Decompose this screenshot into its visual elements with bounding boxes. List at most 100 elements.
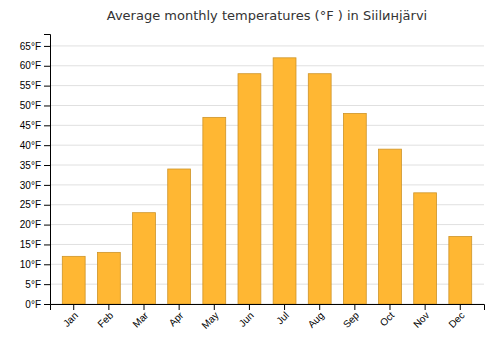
x-tick-mark	[425, 304, 426, 310]
y-tick: 20°F	[20, 219, 50, 230]
x-tick: Dec	[446, 304, 466, 330]
x-tick-label: Jul	[274, 310, 291, 327]
bar	[238, 74, 261, 304]
x-tick-label: Nov	[411, 310, 431, 330]
y-tick-mark	[44, 145, 50, 146]
x-tick-mark	[354, 304, 355, 310]
x-axis: JanFebMarAprMayJunJulAugSepOctNovDec	[51, 304, 485, 331]
y-tick-mark	[44, 105, 50, 106]
bar	[273, 58, 296, 304]
x-tick: Feb	[95, 304, 115, 330]
y-tick: 5°F	[25, 279, 50, 290]
x-tick-mark	[284, 304, 285, 310]
y-tick-label: 40°F	[20, 140, 41, 151]
y-tick-label: 5°F	[25, 279, 41, 290]
y-tick-mark	[44, 66, 50, 67]
y-tick-label: 0°F	[25, 299, 41, 310]
y-tick-mark	[44, 125, 50, 126]
x-tick-mark	[319, 304, 320, 310]
x-tick-mark	[214, 304, 215, 310]
x-tick-label: Oct	[378, 310, 397, 329]
y-tick-label: 35°F	[20, 160, 41, 171]
y-tick-label: 10°F	[20, 259, 41, 270]
x-tick: Nov	[411, 304, 431, 330]
x-tick-label: Jun	[237, 310, 256, 329]
y-tick: 0°F	[25, 299, 50, 310]
y-tick-mark	[44, 86, 50, 87]
y-tick-mark	[44, 165, 50, 166]
bar	[62, 256, 85, 304]
y-tick-mark	[44, 244, 50, 245]
y-tick: 35°F	[20, 160, 50, 171]
x-tick-mark	[249, 304, 250, 310]
y-axis: 0°F 5°F 10°F 15°F 20°F 25°F 30°F 35°F 40°F 45°F 50…	[20, 35, 51, 310]
x-tick-label: May	[200, 310, 221, 331]
y-tick-label: 65°F	[20, 41, 41, 52]
y-tick-label: 55°F	[20, 80, 41, 91]
x-tick-label: Apr	[167, 309, 186, 328]
y-tick-label: 15°F	[20, 239, 41, 250]
y-tick: 55°F	[20, 80, 50, 91]
y-tick-mark	[44, 225, 50, 226]
y-tick: 15°F	[20, 239, 50, 250]
x-tick-label: Jan	[61, 310, 80, 329]
x-tick-label: Dec	[446, 310, 466, 330]
y-tick: 30°F	[20, 180, 50, 191]
grid-line	[50, 184, 484, 185]
y-tick: 40°F	[20, 140, 50, 151]
x-tick-label: Sep	[341, 309, 362, 330]
y-tick: 45°F	[20, 120, 50, 131]
x-tick: Jun	[237, 304, 256, 329]
x-tick: Apr	[167, 304, 186, 328]
y-tick-label: 25°F	[20, 199, 41, 210]
x-tick-label: Feb	[95, 309, 115, 329]
y-tick-label: 30°F	[20, 180, 41, 191]
y-tick-mark	[44, 46, 50, 47]
bar	[414, 193, 437, 304]
x-tick-mark	[73, 304, 74, 310]
y-tick: 60°F	[20, 60, 50, 71]
chart: 0°F 5°F 10°F 15°F 20°F 25°F 30°F 35°F 40°F 45°F 50…	[0, 0, 500, 350]
grid	[50, 46, 484, 304]
x-tick: Jan	[61, 304, 80, 329]
grid-line	[50, 45, 484, 46]
bar	[343, 113, 366, 304]
y-tick-label: 60°F	[20, 60, 41, 71]
plot-area	[62, 58, 471, 304]
y-axis-line	[44, 35, 51, 305]
y-tick-mark	[44, 304, 50, 305]
bar	[168, 169, 191, 304]
x-tick-mark	[179, 304, 180, 310]
title: Average monthly temperatures (°F ) in Si…	[107, 8, 427, 23]
x-tick: Aug	[306, 304, 326, 330]
grid-line	[50, 85, 484, 86]
grid-line	[50, 145, 484, 146]
x-tick-mark	[144, 304, 145, 310]
bar	[133, 213, 156, 304]
bar	[379, 149, 402, 304]
y-tick-mark	[44, 185, 50, 186]
y-tick: 50°F	[20, 100, 50, 111]
bar	[308, 74, 331, 304]
grid-line	[50, 65, 484, 66]
y-tick-label: 20°F	[20, 219, 41, 230]
x-tick-mark	[460, 304, 461, 310]
x-tick: Jul	[274, 304, 291, 326]
x-tick-mark	[108, 304, 109, 310]
x-tick: Sep	[341, 304, 362, 330]
bar	[97, 252, 120, 304]
grid-line	[50, 125, 484, 126]
grid-line	[50, 105, 484, 106]
bar	[449, 237, 472, 305]
x-tick: Oct	[378, 304, 397, 328]
x-tick-mark	[389, 304, 390, 310]
x-tick: May	[200, 304, 221, 331]
y-tick-mark	[44, 284, 50, 285]
y-tick: 25°F	[20, 199, 50, 210]
y-tick: 65°F	[20, 41, 50, 52]
y-tick-label: 50°F	[20, 100, 41, 111]
y-tick-mark	[44, 205, 50, 206]
bar	[203, 117, 226, 304]
y-tick-label: 45°F	[20, 120, 41, 131]
grid-line	[50, 165, 484, 166]
